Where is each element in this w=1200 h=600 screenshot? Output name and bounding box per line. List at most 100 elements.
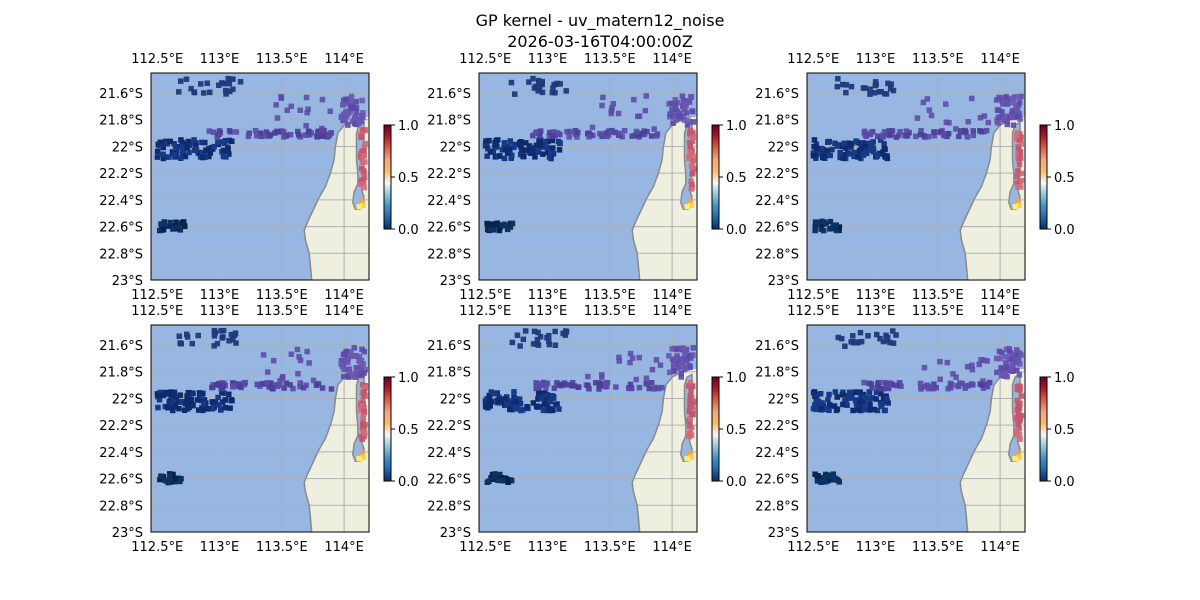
y-tick-label: 21.8°S — [99, 366, 143, 381]
field-cell — [533, 142, 540, 149]
field-cell — [295, 128, 301, 135]
field-cell — [954, 383, 961, 389]
y-tick-label: 22.6°S — [755, 473, 799, 488]
field-cell — [157, 227, 163, 234]
field-cell — [878, 403, 885, 409]
field-cell — [850, 333, 856, 339]
field-cell — [821, 219, 828, 225]
y-tick-label: 23°S — [112, 526, 143, 541]
field-cell — [172, 145, 179, 152]
field-cell — [362, 430, 368, 437]
field-cell — [812, 219, 819, 225]
field-cell — [158, 473, 164, 479]
field-cell — [835, 334, 841, 341]
field-cell — [295, 132, 302, 138]
panel-frame — [150, 72, 370, 281]
field-cell — [172, 476, 178, 482]
map-panel: 112.5°E 112.5°E 113°E 113°E 113.5°E 113.5°E 11… — [427, 52, 746, 303]
field-cell — [917, 380, 924, 387]
field-cell — [823, 406, 829, 412]
field-cell — [924, 96, 931, 102]
field-cell — [526, 143, 533, 149]
field-cell — [884, 338, 890, 344]
field-cell — [953, 374, 959, 380]
field-cell — [922, 383, 928, 390]
field-cell — [483, 138, 489, 144]
field-cell — [343, 108, 350, 115]
field-cell — [156, 392, 163, 399]
field-cell — [688, 178, 694, 184]
field-cell — [184, 144, 190, 151]
y-tick-label: 22°S — [768, 140, 799, 155]
field-cell — [202, 139, 208, 146]
field-cell — [633, 128, 640, 135]
field-cell — [948, 381, 955, 388]
field-cell — [564, 129, 570, 135]
field-cell — [862, 132, 869, 138]
field-cell — [349, 371, 355, 377]
field-cell — [687, 379, 694, 386]
field-cell — [827, 226, 833, 232]
field-cell — [1016, 372, 1023, 378]
field-cell — [504, 226, 511, 233]
field-cell — [853, 138, 859, 144]
field-cell — [1018, 93, 1024, 100]
field-cell — [686, 118, 692, 125]
map-panel: 112.5°E 112.5°E 113°E 113°E 113.5°E 113.5°E 11… — [755, 52, 1074, 303]
field-cell — [356, 203, 362, 210]
field-cell — [353, 109, 360, 116]
field-cell — [359, 436, 365, 442]
field-cell — [160, 226, 167, 232]
field-cell — [689, 108, 696, 115]
field-cell — [287, 382, 293, 388]
field-cell — [610, 101, 616, 107]
field-cell — [341, 97, 347, 104]
field-cell — [199, 139, 205, 146]
x-tick-label-bottom: 113°E — [856, 540, 896, 555]
field-cell — [619, 133, 625, 140]
field-cell — [844, 402, 850, 408]
field-cell — [514, 332, 521, 338]
y-tick-label: 22°S — [112, 392, 143, 407]
field-cell — [209, 384, 216, 390]
figure-title-line2: 2026-03-16T04:00:00Z — [507, 32, 693, 51]
field-cell — [885, 334, 891, 341]
field-cell — [979, 382, 986, 388]
field-cell — [853, 401, 860, 407]
field-cell — [605, 132, 612, 138]
field-cell — [1017, 436, 1023, 442]
field-cell — [360, 110, 366, 116]
x-tick-label-bottom: 114°E — [980, 288, 1020, 303]
land — [304, 117, 369, 280]
field-cell — [817, 391, 824, 397]
field-cell — [943, 101, 949, 107]
field-cell — [173, 219, 179, 225]
field-cell — [533, 129, 540, 135]
field-cell — [211, 343, 217, 349]
field-cell — [226, 338, 232, 344]
field-cell — [881, 146, 888, 152]
field-cell — [826, 407, 832, 413]
field-cell — [684, 203, 690, 210]
field-cell — [518, 407, 524, 414]
field-cell — [338, 361, 344, 367]
field-cell — [167, 138, 173, 145]
field-cell — [848, 83, 855, 90]
y-tick-label: 22.4°S — [755, 194, 799, 209]
field-cell — [288, 351, 295, 357]
field-cell — [556, 147, 563, 153]
field-cell — [850, 407, 856, 414]
field-cell — [994, 117, 1000, 123]
field-cell — [510, 398, 516, 404]
field-cell — [186, 396, 192, 402]
colorbar-tick-label: 1.0 — [398, 371, 419, 386]
field-cell — [879, 151, 886, 157]
field-cell — [812, 402, 818, 408]
field-cell — [162, 477, 169, 483]
field-cell — [837, 149, 843, 156]
field-cell — [689, 181, 695, 188]
field-cell — [501, 155, 508, 162]
field-cell — [502, 395, 508, 402]
field-cell — [170, 407, 176, 414]
field-cell — [182, 401, 189, 407]
